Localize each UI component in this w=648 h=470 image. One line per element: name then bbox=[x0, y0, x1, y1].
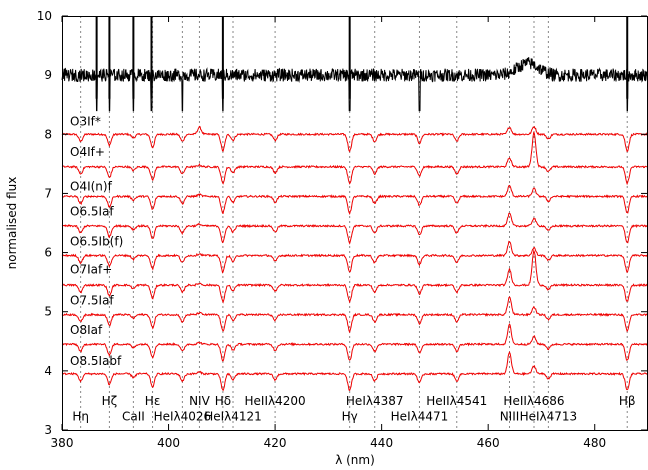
line-marker-label: Hζ bbox=[102, 394, 118, 408]
line-marker-label: Hη bbox=[72, 410, 89, 424]
y-tick-label: 10 bbox=[37, 9, 52, 23]
series-labels: O3If* O4If+ O4I(n)f O6.5Iaf O6.5Ib(f) O7Iaf+ O… bbox=[70, 114, 123, 368]
spectrum-line bbox=[61, 131, 648, 186]
y-tick-label: 5 bbox=[44, 305, 52, 319]
spectra-series bbox=[61, 16, 648, 392]
x-tick-label: 420 bbox=[264, 436, 287, 450]
series-label: O4I(n)f bbox=[70, 179, 113, 193]
spectrum-line bbox=[61, 248, 648, 304]
x-tick-label: 400 bbox=[157, 436, 180, 450]
y-tick-label: 9 bbox=[44, 68, 52, 82]
spectrum-line bbox=[61, 296, 648, 334]
series-label: O6.5Ib(f) bbox=[70, 234, 123, 248]
line-marker-label: NIII bbox=[500, 410, 520, 424]
spectrum-line bbox=[61, 351, 648, 392]
line-marker-label: CaII bbox=[122, 410, 145, 424]
y-axis-ticks: 3 4 5 6 7 8 9 10 bbox=[37, 9, 647, 437]
line-marker-label: Hβ bbox=[619, 394, 636, 408]
x-tick-label: 460 bbox=[477, 436, 500, 450]
x-axis-ticks: 380 400 420 440 460 480 bbox=[51, 16, 606, 450]
series-label: O7Iaf+ bbox=[70, 262, 112, 276]
line-marker-label: Hγ bbox=[342, 410, 358, 424]
series-label: O8.5Iabf bbox=[70, 354, 122, 368]
spectrum-line bbox=[61, 125, 648, 153]
y-tick-label: 4 bbox=[44, 364, 52, 378]
y-tick-label: 8 bbox=[44, 127, 52, 141]
x-tick-label: 440 bbox=[370, 436, 393, 450]
top-spectrum-line bbox=[61, 57, 648, 112]
line-marker-label: HeIλ4471 bbox=[391, 410, 449, 424]
line-marker-label: HeIλ4387 bbox=[346, 394, 404, 408]
line-marker-label: HeIIλ4541 bbox=[426, 394, 487, 408]
series-label: O3If* bbox=[70, 114, 101, 128]
y-tick-label: 3 bbox=[44, 423, 52, 437]
spectrum-line bbox=[61, 212, 648, 245]
series-label: O4If+ bbox=[70, 145, 105, 159]
line-marker-label: HeIIλ4686 bbox=[503, 394, 564, 408]
series-label: O7.5Iaf bbox=[70, 294, 114, 308]
x-tick-label: 480 bbox=[583, 436, 606, 450]
line-marker-label: Hδ bbox=[215, 394, 231, 408]
y-tick-label: 7 bbox=[44, 186, 52, 200]
series-label: O6.5Iaf bbox=[70, 204, 114, 218]
line-marker-label: HeIλ4121 bbox=[204, 410, 262, 424]
line-marker-label: Hε bbox=[145, 394, 161, 408]
line-marker-label: HeIλ4026 bbox=[154, 410, 212, 424]
line-marker-label: NIV bbox=[189, 394, 211, 408]
line-marker-label: HeIIλ4200 bbox=[245, 394, 306, 408]
y-tick-label: 6 bbox=[44, 246, 52, 260]
x-axis-label: λ (nm) bbox=[335, 453, 375, 467]
line-marker-label: HeIλ4713 bbox=[520, 410, 578, 424]
y-axis-label: normalised flux bbox=[5, 177, 19, 270]
spectrum-line bbox=[61, 323, 648, 362]
spectrum-line bbox=[61, 184, 648, 215]
series-label: O8Iaf bbox=[70, 323, 103, 337]
x-tick-label: 380 bbox=[51, 436, 74, 450]
spectrum-line bbox=[61, 240, 648, 274]
